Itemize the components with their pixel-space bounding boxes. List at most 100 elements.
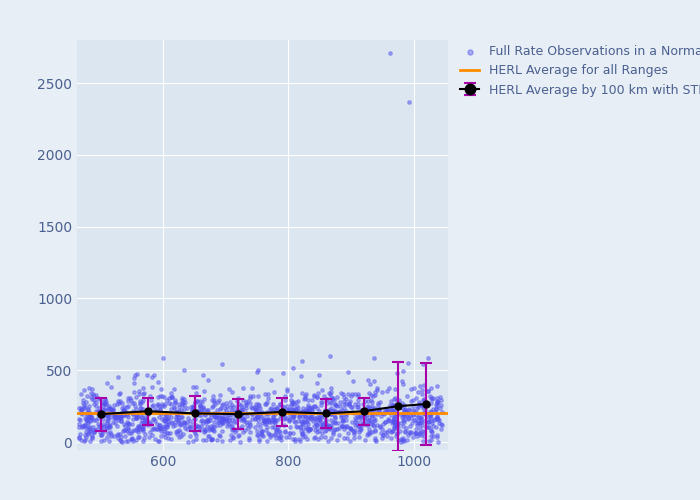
Full Rate Observations in a Normal Point xyxy=(224,416,235,424)
Full Rate Observations in a Normal Point xyxy=(335,411,346,419)
Full Rate Observations in a Normal Point xyxy=(314,427,325,435)
Full Rate Observations in a Normal Point xyxy=(92,394,104,402)
Full Rate Observations in a Normal Point xyxy=(309,402,320,410)
Full Rate Observations in a Normal Point xyxy=(287,398,298,406)
Full Rate Observations in a Normal Point xyxy=(413,413,424,421)
Full Rate Observations in a Normal Point xyxy=(364,413,375,421)
Full Rate Observations in a Normal Point xyxy=(278,404,289,411)
Full Rate Observations in a Normal Point xyxy=(253,435,265,443)
Full Rate Observations in a Normal Point xyxy=(247,392,258,400)
Full Rate Observations in a Normal Point xyxy=(185,423,196,431)
Full Rate Observations in a Normal Point xyxy=(353,422,364,430)
Full Rate Observations in a Normal Point xyxy=(398,380,409,388)
Full Rate Observations in a Normal Point xyxy=(119,408,130,416)
Full Rate Observations in a Normal Point xyxy=(239,426,251,434)
Full Rate Observations in a Normal Point xyxy=(304,406,315,414)
Full Rate Observations in a Normal Point xyxy=(352,403,363,411)
Full Rate Observations in a Normal Point xyxy=(314,420,326,428)
Full Rate Observations in a Normal Point xyxy=(188,436,199,444)
Full Rate Observations in a Normal Point xyxy=(214,418,225,426)
Full Rate Observations in a Normal Point xyxy=(134,399,145,407)
Full Rate Observations in a Normal Point xyxy=(228,408,239,416)
Full Rate Observations in a Normal Point xyxy=(288,364,299,372)
Full Rate Observations in a Normal Point xyxy=(376,434,387,442)
Full Rate Observations in a Normal Point xyxy=(125,429,136,437)
Full Rate Observations in a Normal Point xyxy=(267,413,279,421)
Full Rate Observations in a Normal Point xyxy=(237,408,248,416)
Full Rate Observations in a Normal Point xyxy=(298,425,309,433)
Full Rate Observations in a Normal Point xyxy=(214,430,225,438)
Full Rate Observations in a Normal Point xyxy=(435,396,447,404)
Full Rate Observations in a Normal Point xyxy=(409,384,420,392)
Full Rate Observations in a Normal Point xyxy=(224,419,235,427)
Full Rate Observations in a Normal Point xyxy=(185,424,196,432)
Full Rate Observations in a Normal Point xyxy=(405,422,416,430)
Full Rate Observations in a Normal Point xyxy=(102,411,113,419)
Full Rate Observations in a Normal Point xyxy=(199,417,211,425)
Full Rate Observations in a Normal Point xyxy=(132,370,143,378)
Full Rate Observations in a Normal Point xyxy=(370,388,381,396)
Full Rate Observations in a Normal Point xyxy=(240,418,251,426)
Full Rate Observations in a Normal Point xyxy=(363,428,374,436)
Full Rate Observations in a Normal Point xyxy=(218,414,229,422)
Full Rate Observations in a Normal Point xyxy=(206,425,218,433)
Full Rate Observations in a Normal Point xyxy=(190,424,202,432)
Full Rate Observations in a Normal Point xyxy=(284,432,295,440)
Full Rate Observations in a Normal Point xyxy=(191,397,202,405)
Full Rate Observations in a Normal Point xyxy=(368,420,379,428)
Full Rate Observations in a Normal Point xyxy=(302,418,313,426)
Full Rate Observations in a Normal Point xyxy=(354,424,365,432)
Full Rate Observations in a Normal Point xyxy=(134,400,146,408)
Full Rate Observations in a Normal Point xyxy=(341,416,352,424)
Full Rate Observations in a Normal Point xyxy=(418,396,429,404)
Full Rate Observations in a Normal Point xyxy=(122,409,134,417)
Full Rate Observations in a Normal Point xyxy=(285,402,296,409)
Full Rate Observations in a Normal Point xyxy=(244,428,256,436)
Full Rate Observations in a Normal Point xyxy=(427,405,438,413)
Full Rate Observations in a Normal Point xyxy=(260,390,271,398)
Full Rate Observations in a Normal Point xyxy=(339,404,350,412)
Full Rate Observations in a Normal Point xyxy=(400,408,411,416)
Full Rate Observations in a Normal Point xyxy=(84,414,95,422)
Full Rate Observations in a Normal Point xyxy=(160,425,171,433)
Full Rate Observations in a Normal Point xyxy=(435,420,447,428)
Full Rate Observations in a Normal Point xyxy=(196,416,207,424)
Full Rate Observations in a Normal Point xyxy=(204,416,216,424)
Full Rate Observations in a Normal Point xyxy=(388,417,399,425)
Full Rate Observations in a Normal Point xyxy=(391,396,402,404)
Full Rate Observations in a Normal Point xyxy=(117,438,128,446)
Full Rate Observations in a Normal Point xyxy=(374,398,385,406)
Full Rate Observations in a Normal Point xyxy=(250,422,261,430)
Full Rate Observations in a Normal Point xyxy=(208,402,219,410)
Full Rate Observations in a Normal Point xyxy=(244,392,256,400)
Full Rate Observations in a Normal Point xyxy=(216,402,228,409)
Full Rate Observations in a Normal Point xyxy=(208,426,219,434)
Full Rate Observations in a Normal Point xyxy=(293,417,304,425)
Full Rate Observations in a Normal Point xyxy=(197,372,209,380)
Full Rate Observations in a Normal Point xyxy=(379,410,390,418)
Full Rate Observations in a Normal Point xyxy=(396,404,407,412)
Full Rate Observations in a Normal Point xyxy=(102,416,113,424)
Full Rate Observations in a Normal Point xyxy=(398,434,409,442)
Full Rate Observations in a Normal Point xyxy=(382,406,393,414)
Full Rate Observations in a Normal Point xyxy=(260,400,272,408)
Full Rate Observations in a Normal Point xyxy=(126,436,137,444)
Full Rate Observations in a Normal Point xyxy=(150,405,161,413)
Full Rate Observations in a Normal Point xyxy=(190,430,201,438)
Full Rate Observations in a Normal Point xyxy=(74,430,85,438)
Full Rate Observations in a Normal Point xyxy=(381,432,392,440)
Full Rate Observations in a Normal Point xyxy=(183,422,195,430)
Full Rate Observations in a Normal Point xyxy=(296,430,307,438)
Full Rate Observations in a Normal Point xyxy=(172,408,183,416)
Full Rate Observations in a Normal Point xyxy=(257,427,268,435)
Full Rate Observations in a Normal Point xyxy=(78,437,89,445)
Full Rate Observations in a Normal Point xyxy=(291,423,302,431)
Full Rate Observations in a Normal Point xyxy=(109,410,120,418)
Full Rate Observations in a Normal Point xyxy=(143,419,154,427)
Full Rate Observations in a Normal Point xyxy=(372,408,384,416)
Full Rate Observations in a Normal Point xyxy=(244,422,256,430)
Full Rate Observations in a Normal Point xyxy=(148,415,159,423)
Full Rate Observations in a Normal Point xyxy=(265,432,276,440)
Full Rate Observations in a Normal Point xyxy=(410,424,421,432)
Full Rate Observations in a Normal Point xyxy=(312,393,323,401)
